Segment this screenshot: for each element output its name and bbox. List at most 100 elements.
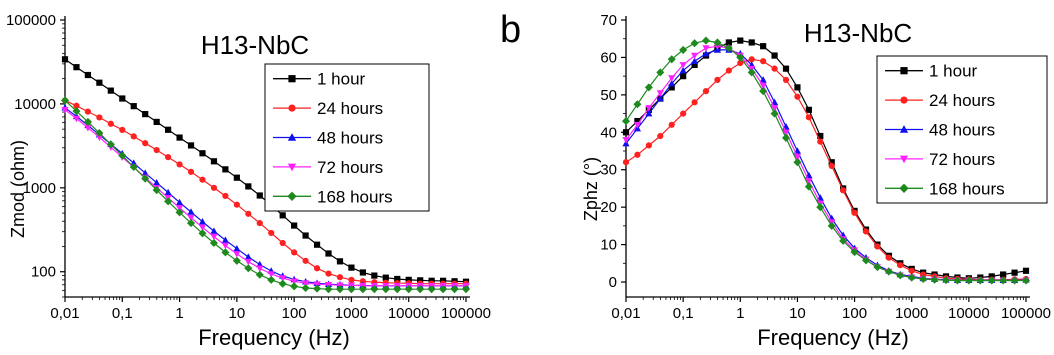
legend-label: 24 hours: [317, 99, 383, 118]
data-point: [61, 107, 69, 114]
y-tick-label: 100000: [6, 12, 56, 29]
y-tick-label: 60: [600, 49, 617, 66]
data-point: [335, 285, 345, 294]
data-point: [794, 84, 801, 91]
data-point: [622, 159, 630, 166]
data-point: [759, 87, 768, 96]
data-point: [141, 169, 149, 176]
data-point: [644, 83, 653, 92]
data-point: [416, 285, 425, 294]
data-point: [1022, 267, 1030, 274]
data-point: [840, 187, 847, 194]
data-point: [142, 140, 149, 147]
data-point: [645, 142, 652, 149]
data-point: [382, 274, 389, 281]
data-point: [370, 285, 379, 294]
data-point: [404, 285, 413, 294]
data-point: [165, 126, 172, 133]
data-point: [130, 133, 137, 140]
data-point: [199, 176, 206, 183]
series-168-hours: [60, 96, 471, 294]
chart-title: H13-NbC: [804, 18, 912, 48]
data-point: [279, 212, 286, 219]
data-point: [405, 276, 412, 283]
data-point: [839, 236, 848, 245]
x-axis-label: Frequency (Hz): [198, 325, 350, 350]
legend-item: 72 hours: [885, 150, 995, 169]
data-point: [187, 214, 195, 222]
data-point: [679, 66, 687, 74]
data-point: [267, 271, 275, 278]
legend-item: 168 hours: [885, 179, 1005, 198]
x-tick-label: 100000: [441, 305, 491, 322]
legend-label: 48 hours: [929, 121, 995, 140]
data-point: [165, 154, 172, 161]
data-point: [919, 275, 928, 284]
series-168-hours: [621, 36, 1031, 285]
data-point: [896, 271, 905, 280]
data-point: [737, 59, 744, 67]
legend-label: 1 hour: [929, 62, 978, 81]
data-point: [713, 38, 722, 47]
data-point: [622, 136, 630, 144]
data-point: [291, 222, 298, 229]
zmod-chart: H13-NbC Frequency (Hz) Zmod (ohm) 0,01 0,…: [6, 12, 491, 350]
x-axis-label: Frequency (Hz): [757, 325, 909, 350]
data-point: [198, 224, 207, 232]
data-point: [359, 278, 366, 285]
data-point: [668, 84, 675, 91]
data-point: [141, 174, 150, 183]
data-point: [325, 270, 332, 277]
data-point: [394, 275, 401, 283]
data-point: [953, 276, 962, 285]
data-point: [268, 229, 275, 237]
data-point: [1011, 269, 1018, 276]
zphz-chart: b H13-NbC Frequency (Hz) Zphz (°) 0,01 0,…: [500, 9, 1051, 350]
data-point: [702, 45, 710, 52]
data-point: [95, 128, 104, 138]
x-tick-label: 100000: [1001, 305, 1051, 322]
data-point: [907, 273, 916, 282]
data-point: [83, 117, 92, 126]
data-point: [680, 110, 687, 117]
data-point: [73, 102, 80, 109]
data-point: [153, 146, 160, 154]
data-point: [656, 90, 664, 97]
x-tick-label: 1000: [335, 305, 368, 322]
data-point: [690, 39, 699, 48]
data-point: [828, 159, 835, 166]
data-point: [347, 285, 356, 294]
data-point: [313, 284, 322, 293]
y-tick-label: 100: [31, 264, 56, 281]
data-point: [805, 106, 812, 113]
data-point: [107, 120, 114, 127]
data-point: [862, 228, 870, 235]
data-point: [759, 82, 767, 90]
y-tick-label: 20: [600, 199, 617, 216]
data-point: [287, 163, 297, 172]
data-point: [900, 96, 908, 104]
data-point: [287, 191, 297, 201]
data-point: [656, 68, 665, 77]
data-point: [210, 158, 218, 165]
data-point: [72, 107, 81, 116]
data-point: [393, 285, 402, 294]
data-point: [771, 105, 779, 112]
data-point: [897, 262, 904, 269]
data-point: [72, 115, 81, 123]
data-point: [175, 208, 184, 217]
data-point: [302, 280, 310, 287]
data-point: [771, 65, 778, 72]
data-point: [176, 198, 184, 206]
data-point: [142, 111, 149, 118]
data-point: [244, 258, 252, 266]
data-point: [417, 277, 424, 284]
data-point: [736, 53, 745, 62]
data-point: [313, 241, 321, 248]
data-point: [748, 56, 755, 63]
y-tick-label: 10000: [14, 96, 56, 113]
data-point: [164, 188, 172, 196]
data-point: [988, 273, 995, 280]
legend-label: 24 hours: [929, 91, 995, 110]
data-point: [439, 285, 448, 294]
